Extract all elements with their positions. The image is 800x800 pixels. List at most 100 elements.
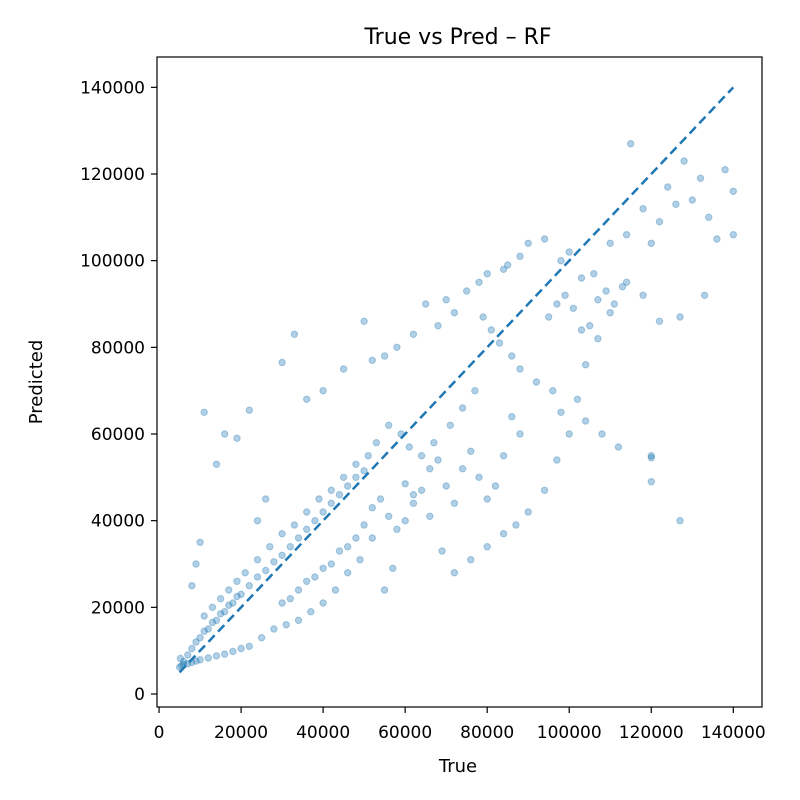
data-point <box>253 556 262 564</box>
x-tick-label: 100000 <box>537 723 602 743</box>
data-point <box>475 473 483 481</box>
data-point <box>442 296 450 304</box>
data-point <box>290 521 299 529</box>
data-point <box>303 577 311 585</box>
x-axis: 0 20000 40000 60000 80000 100000 120000 140000 <box>154 707 766 743</box>
data-point <box>422 300 430 308</box>
data-point <box>557 257 565 265</box>
data-point <box>257 634 266 642</box>
data-point <box>368 504 376 512</box>
data-point <box>680 157 688 165</box>
data-point <box>327 499 335 507</box>
data-point <box>450 309 459 317</box>
y-tick-label: 20000 <box>91 598 145 618</box>
data-point <box>417 452 426 460</box>
data-point <box>212 460 221 468</box>
data-point <box>237 644 245 653</box>
data-point <box>721 166 729 174</box>
data-point <box>393 525 401 533</box>
data-point <box>360 521 368 529</box>
data-point <box>586 322 594 330</box>
data-point <box>319 564 327 572</box>
data-point <box>540 486 549 494</box>
data-point <box>458 465 467 473</box>
data-point <box>192 638 200 646</box>
x-tick-label: 60000 <box>378 723 432 743</box>
data-point <box>512 521 520 529</box>
data-point <box>303 508 311 516</box>
x-tick-label: 120000 <box>619 723 684 743</box>
data-point <box>208 618 217 627</box>
data-point <box>319 387 327 395</box>
data-point <box>532 378 541 386</box>
data-point <box>647 452 655 460</box>
data-points <box>175 140 737 671</box>
data-point <box>192 560 200 568</box>
data-point <box>573 395 582 403</box>
data-point <box>241 569 249 577</box>
data-point <box>401 517 409 525</box>
data-point <box>307 608 315 616</box>
data-point <box>253 573 262 581</box>
data-point <box>438 547 446 555</box>
data-point <box>360 317 368 325</box>
data-point <box>430 439 438 447</box>
data-point <box>549 387 557 395</box>
data-point <box>352 473 360 481</box>
data-point <box>553 456 561 464</box>
data-point <box>339 473 348 481</box>
data-point <box>610 300 618 308</box>
y-tick-label: 80000 <box>91 338 145 358</box>
data-point <box>225 586 233 594</box>
data-point <box>499 265 508 273</box>
data-point <box>303 525 311 533</box>
data-point <box>245 406 254 414</box>
data-point <box>565 430 573 438</box>
x-tick-label: 80000 <box>460 723 514 743</box>
y-tick-label: 40000 <box>91 512 145 532</box>
data-point <box>360 467 368 475</box>
x-tick-label: 40000 <box>296 723 350 743</box>
data-point <box>499 452 508 460</box>
data-point <box>524 239 532 248</box>
data-point <box>208 603 217 611</box>
data-point <box>639 205 647 213</box>
data-point <box>577 274 586 282</box>
data-point <box>335 547 344 555</box>
data-point <box>499 530 508 538</box>
data-point <box>647 478 655 486</box>
data-point <box>647 454 655 462</box>
data-point <box>327 560 335 568</box>
data-point <box>479 313 487 321</box>
data-point <box>380 586 389 594</box>
data-point <box>180 657 188 666</box>
data-point <box>311 517 319 525</box>
data-point <box>368 356 376 364</box>
data-point <box>245 582 254 590</box>
data-point <box>598 430 606 438</box>
data-point <box>372 439 381 447</box>
x-tick-label: 0 <box>154 723 165 743</box>
data-point <box>393 343 401 351</box>
data-point <box>221 650 229 658</box>
data-point <box>700 291 709 299</box>
data-point <box>545 313 553 321</box>
data-point <box>294 616 303 624</box>
data-point <box>237 590 245 598</box>
data-point <box>188 644 196 653</box>
y-axis-label: Predicted <box>26 340 47 425</box>
data-point <box>622 278 631 286</box>
data-point <box>557 408 565 416</box>
data-point <box>627 140 635 148</box>
data-point <box>417 486 426 494</box>
data-point <box>364 452 372 460</box>
data-point <box>426 512 434 520</box>
data-point <box>676 313 684 321</box>
data-point <box>508 352 516 360</box>
data-point <box>356 556 364 564</box>
data-point <box>380 352 389 360</box>
data-point <box>577 326 586 334</box>
y-axis: 0 20000 40000 60000 80000 100000 120000 140000 <box>80 78 157 705</box>
data-point <box>483 495 491 503</box>
